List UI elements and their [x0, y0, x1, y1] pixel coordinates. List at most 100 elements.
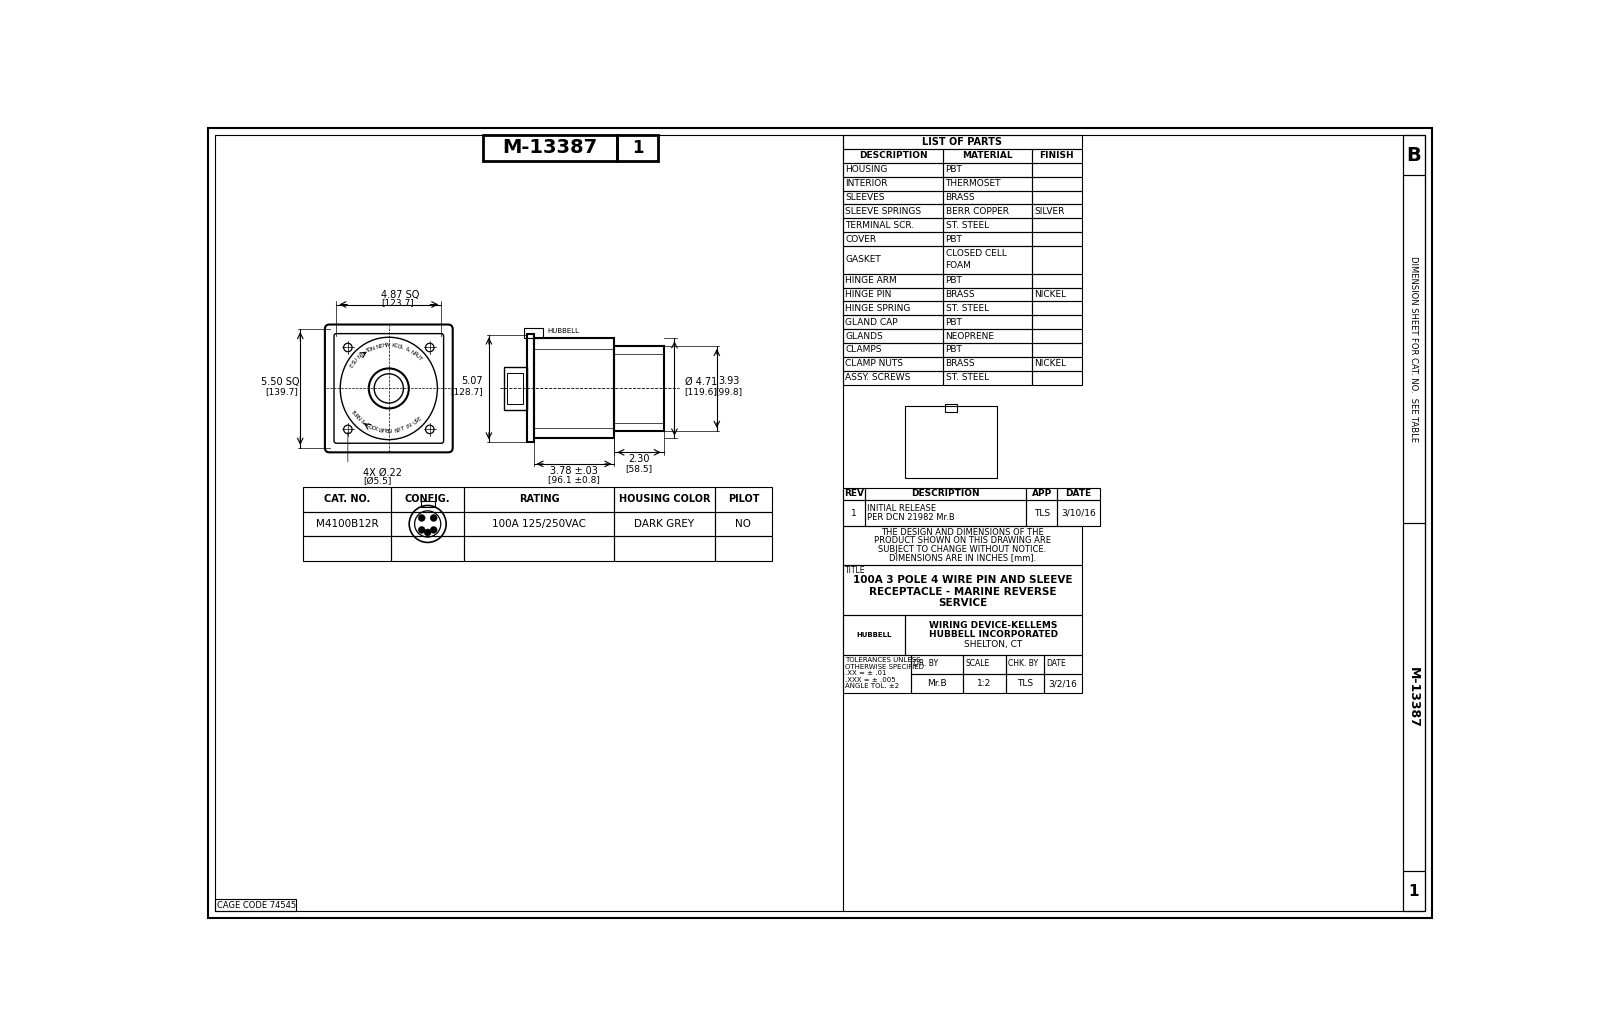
Bar [1032, 232, 1082, 246]
Text: &: & [358, 420, 366, 426]
Bar [944, 149, 1032, 163]
Text: O: O [366, 424, 373, 430]
Text: E: E [379, 343, 384, 349]
Bar [1045, 674, 1082, 693]
Bar [464, 537, 614, 560]
Text: PILOT: PILOT [728, 494, 758, 505]
Bar [1032, 343, 1082, 356]
Text: ANGLE TOL. ±2: ANGLE TOL. ±2 [845, 684, 899, 689]
Text: N: N [394, 428, 398, 434]
Text: DESCRIPTION: DESCRIPTION [910, 489, 979, 498]
Text: S: S [414, 418, 421, 424]
Bar [715, 512, 773, 537]
Bar [843, 526, 1082, 565]
Bar [1403, 175, 1426, 523]
Bar [1032, 246, 1082, 274]
Bar [1032, 163, 1082, 177]
Text: APP: APP [1032, 489, 1051, 498]
Bar [843, 149, 944, 163]
Text: CHK. BY: CHK. BY [1008, 659, 1038, 668]
Text: REV: REV [843, 489, 864, 498]
Text: 1: 1 [632, 139, 643, 157]
Text: HOUSING: HOUSING [845, 166, 888, 174]
Text: FINISH: FINISH [1040, 151, 1074, 161]
Text: Mr.B: Mr.B [928, 680, 947, 688]
Bar [843, 371, 944, 384]
Text: NICKEL: NICKEL [1034, 290, 1066, 299]
Bar [715, 537, 773, 560]
Bar [507, 373, 523, 404]
Circle shape [430, 526, 437, 534]
Text: GLANDS: GLANDS [845, 332, 883, 341]
Bar [843, 315, 944, 329]
Bar [390, 487, 464, 512]
Bar [843, 163, 944, 177]
Text: DATE: DATE [1066, 489, 1091, 498]
Text: 100A 125/250VAC: 100A 125/250VAC [493, 519, 586, 529]
Bar [421, 500, 435, 507]
Text: I: I [360, 352, 365, 357]
Bar [944, 232, 1032, 246]
Text: H: H [382, 343, 387, 348]
Text: U: U [352, 357, 358, 364]
Bar [843, 614, 904, 655]
Text: &: & [405, 346, 410, 352]
Bar [464, 512, 614, 537]
Text: GASKET: GASKET [845, 255, 882, 264]
Bar [843, 565, 1082, 614]
Text: [119.6]: [119.6] [685, 387, 717, 396]
Text: DARK GREY: DARK GREY [634, 519, 694, 529]
Text: 1:2: 1:2 [978, 680, 992, 688]
Bar [1403, 871, 1426, 912]
Bar [614, 487, 715, 512]
Text: TLS: TLS [1034, 509, 1050, 518]
Text: U: U [414, 353, 421, 359]
Text: TLS: TLS [1016, 680, 1034, 688]
Text: L: L [400, 345, 403, 350]
Bar [944, 356, 1032, 371]
Bar [944, 301, 1032, 315]
Text: C: C [394, 343, 398, 349]
Circle shape [958, 427, 966, 435]
Text: HINGE PIN: HINGE PIN [845, 290, 891, 299]
Text: SLEEVE SPRINGS: SLEEVE SPRINGS [845, 207, 922, 215]
Text: M-13387: M-13387 [502, 138, 598, 156]
Text: [96.1 ±0.8]: [96.1 ±0.8] [549, 476, 600, 485]
Text: SHELTON, CT: SHELTON, CT [965, 639, 1022, 649]
Bar [944, 371, 1032, 384]
Text: M-13387: M-13387 [1406, 667, 1421, 727]
Bar [843, 655, 910, 693]
Bar [910, 655, 963, 674]
Text: N: N [410, 349, 416, 355]
Text: DR. BY: DR. BY [914, 659, 938, 668]
Text: SLEEVES: SLEEVES [845, 193, 885, 202]
Text: CLAMPS: CLAMPS [845, 345, 882, 354]
Text: TITLE: TITLE [845, 567, 866, 575]
Text: RATING: RATING [518, 494, 560, 505]
Text: CONFIG.: CONFIG. [405, 494, 451, 505]
Text: THERMOSET: THERMOSET [946, 179, 1002, 189]
Text: 5.50 SQ: 5.50 SQ [261, 376, 299, 386]
Text: PBT: PBT [946, 234, 962, 243]
Bar [843, 246, 944, 274]
Text: MATERIAL: MATERIAL [962, 151, 1013, 161]
Text: INTERIOR: INTERIOR [845, 179, 888, 189]
Text: SUBJECT TO CHANGE WITHOUT NOTICE.: SUBJECT TO CHANGE WITHOUT NOTICE. [878, 545, 1046, 554]
Bar [525, 327, 542, 339]
Bar [1005, 655, 1045, 674]
Circle shape [418, 515, 426, 521]
Text: 5.07: 5.07 [461, 376, 483, 386]
Text: COVER: COVER [845, 234, 877, 243]
Text: CAGE CODE 74545: CAGE CODE 74545 [218, 900, 296, 910]
Text: NICKEL: NICKEL [1034, 359, 1066, 368]
Bar [944, 177, 1032, 191]
Bar [843, 488, 864, 500]
Text: DIMENSIONS ARE IN INCHES [mm].: DIMENSIONS ARE IN INCHES [mm]. [890, 553, 1037, 563]
Bar [944, 219, 1032, 232]
Text: Ø 4.71: Ø 4.71 [685, 376, 717, 386]
Circle shape [424, 529, 430, 536]
Text: .XX = ± .01: .XX = ± .01 [845, 670, 886, 677]
Text: S: S [350, 361, 357, 366]
Bar [1403, 135, 1426, 912]
Bar [618, 135, 658, 162]
